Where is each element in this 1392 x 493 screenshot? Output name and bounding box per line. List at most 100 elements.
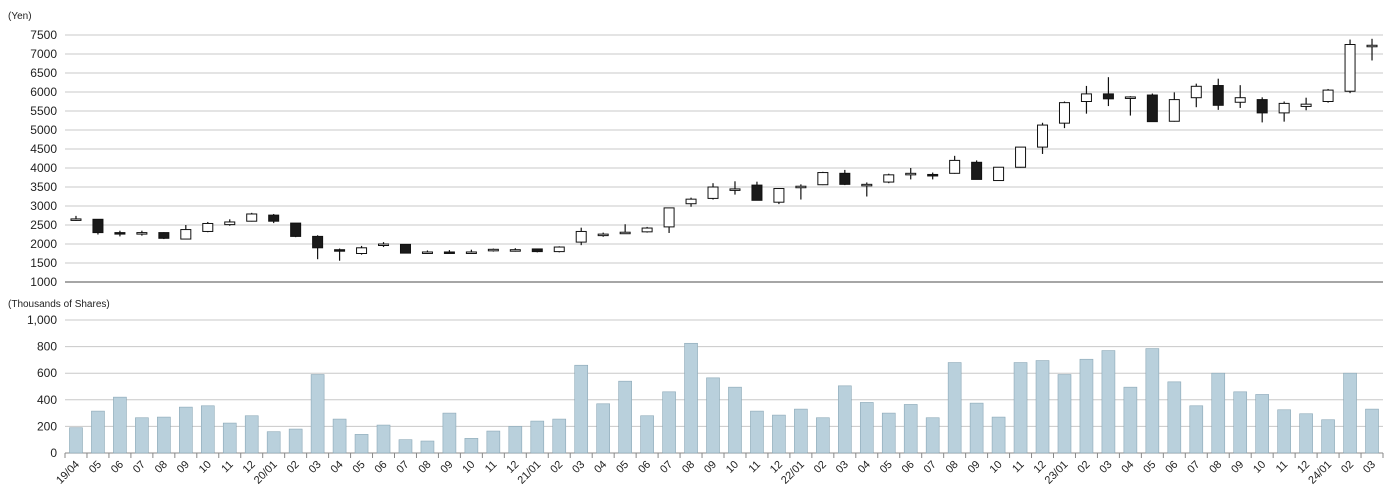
- x-tick-label: 07: [394, 459, 411, 476]
- candle-body: [1234, 97, 1246, 103]
- x-tick-label: 22/01: [779, 459, 807, 487]
- candle-body: [905, 172, 917, 176]
- candle-body: [180, 229, 192, 240]
- volume-bar: [179, 406, 193, 454]
- candle: [531, 248, 543, 253]
- candle: [1015, 146, 1027, 168]
- x-tick-label: 09: [702, 459, 719, 476]
- candle: [1366, 38, 1378, 61]
- candle: [334, 248, 346, 261]
- x-tick-label: 02: [1339, 459, 1356, 476]
- volume-bar: [1013, 362, 1028, 454]
- volume-bar: [1189, 405, 1204, 454]
- candle-body: [641, 227, 653, 233]
- volume-y-tick-label: 400: [37, 393, 57, 407]
- candle: [509, 248, 521, 252]
- price-y-tick-label: 2000: [30, 237, 57, 251]
- price-y-tick-label: 2500: [30, 218, 57, 232]
- volume-bar: [310, 374, 325, 454]
- candle-body: [334, 249, 346, 252]
- candle-body: [268, 214, 280, 222]
- candle-body: [927, 173, 939, 177]
- candle-body: [136, 232, 148, 235]
- x-tick-label: 10: [724, 459, 741, 476]
- volume-bar: [1145, 348, 1160, 454]
- volume-bar: [420, 440, 435, 454]
- x-tick-label: 05: [1141, 459, 1158, 476]
- x-tick-label: 05: [878, 459, 895, 476]
- volume-bar: [530, 420, 545, 454]
- x-tick-label: 03: [834, 459, 851, 476]
- volume-bar: [1211, 372, 1226, 454]
- volume-bar: [244, 415, 259, 454]
- candle: [92, 218, 104, 235]
- price-y-tick-label: 7500: [30, 28, 57, 42]
- price-y-axis: 1000 1500 2000 2500 3000 3500 4000 4500 5000 5500…: [30, 28, 57, 289]
- volume-bar: [135, 417, 149, 454]
- candle-body: [663, 207, 675, 228]
- candle: [883, 173, 895, 184]
- x-tick-label: 08: [416, 459, 433, 476]
- candle-body: [575, 230, 587, 243]
- candle-body: [619, 231, 631, 235]
- price-y-tick-label: 4500: [30, 142, 57, 156]
- candle: [1234, 85, 1246, 108]
- candle-body: [1146, 94, 1158, 123]
- volume-bar: [200, 405, 215, 454]
- x-tick-label: 09: [966, 459, 983, 476]
- x-tick-label: 23/01: [1043, 459, 1071, 487]
- x-tick-label: 12: [504, 459, 521, 476]
- volume-bar: [1343, 372, 1357, 454]
- price-y-tick-label: 6000: [30, 85, 57, 99]
- volume-bar: [332, 418, 347, 454]
- candle: [158, 232, 170, 240]
- candle-body: [1300, 103, 1312, 107]
- volume-bar: [618, 380, 632, 454]
- volume-y-tick-label: 200: [37, 419, 57, 433]
- volume-bar: [1035, 360, 1050, 454]
- candle: [1058, 101, 1070, 129]
- candle: [575, 227, 587, 246]
- candle-body: [421, 251, 433, 254]
- x-tick-label: 07: [131, 459, 148, 476]
- price-unit-label: (Yen): [8, 11, 32, 22]
- volume-bar: [881, 412, 896, 454]
- price-y-tick-label: 5000: [30, 123, 57, 137]
- candle-body: [1256, 99, 1268, 114]
- volume-bar: [1123, 386, 1138, 454]
- candle-body: [597, 233, 609, 237]
- volume-bar: [69, 427, 83, 454]
- candle-body: [1278, 102, 1290, 114]
- candle-body: [993, 166, 1005, 182]
- volume-bar: [684, 342, 698, 454]
- candle: [290, 222, 302, 238]
- candle: [180, 225, 192, 240]
- x-tick-label: 11: [747, 459, 764, 476]
- price-candles: [70, 38, 1378, 261]
- volume-bar: [969, 402, 984, 454]
- candle: [1322, 88, 1334, 103]
- candle: [949, 155, 961, 174]
- x-tick-label: 08: [680, 459, 697, 476]
- volume-bar: [1365, 408, 1379, 454]
- candle: [1124, 96, 1136, 116]
- volume-bar: [947, 362, 962, 454]
- volume-bar: [288, 428, 303, 454]
- volume-unit-label: (Thousands of Shares): [8, 299, 110, 310]
- volume-y-tick-label: 1,000: [27, 313, 57, 327]
- candle-body: [707, 186, 719, 199]
- x-tick-label: 04: [1119, 459, 1136, 476]
- volume-bar: [1321, 419, 1335, 454]
- volume-bar: [1277, 409, 1291, 454]
- volume-y-tick-label: 0: [50, 446, 57, 460]
- candle: [70, 215, 82, 221]
- x-tick-label: 02: [285, 459, 302, 476]
- price-y-tick-label: 3500: [30, 180, 57, 194]
- volume-bar: [442, 412, 457, 454]
- candle: [817, 171, 829, 186]
- candle-body: [509, 249, 521, 252]
- volume-bar: [662, 391, 676, 454]
- x-tick-label: 06: [1163, 459, 1180, 476]
- candle: [1080, 85, 1092, 114]
